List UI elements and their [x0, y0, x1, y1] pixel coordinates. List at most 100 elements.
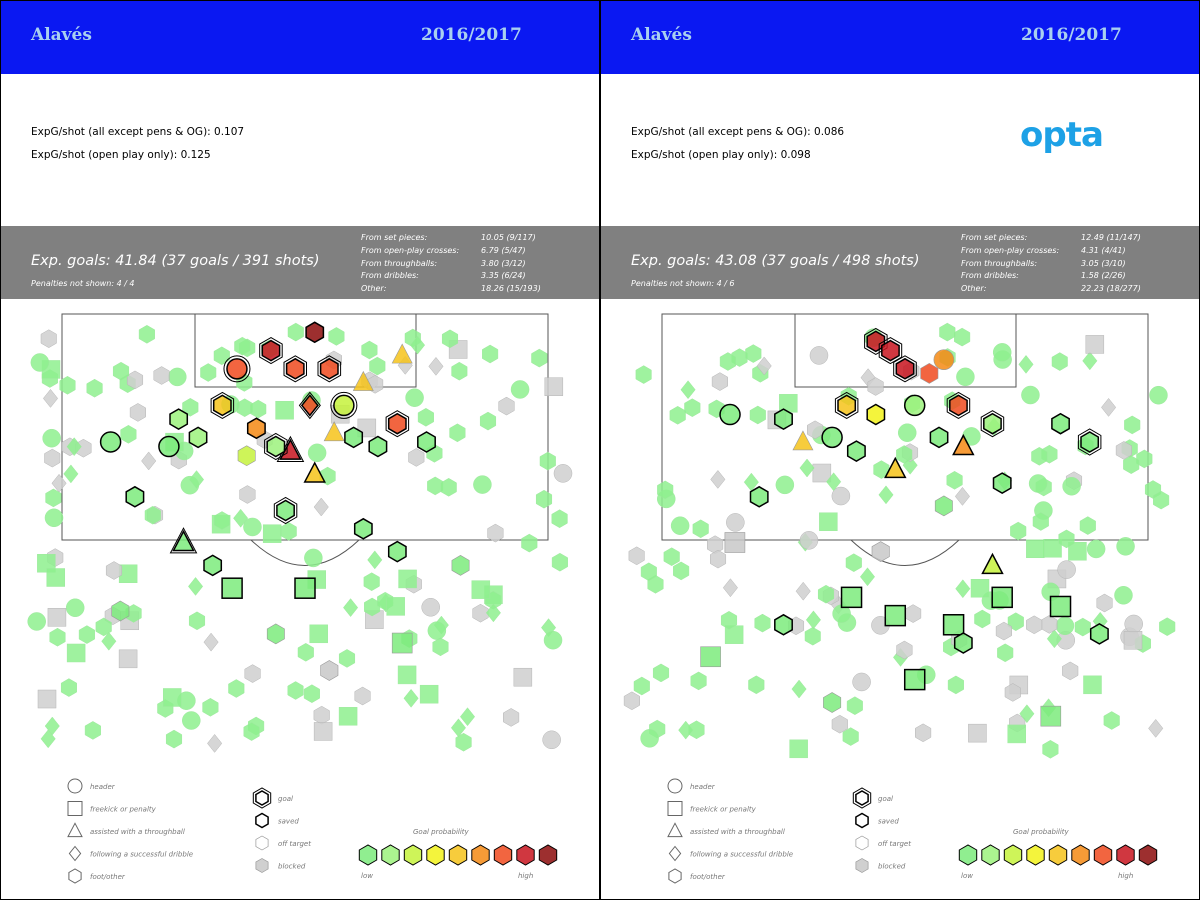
off-target-shot-marker [361, 340, 378, 360]
off-target-shot-marker [1124, 415, 1141, 435]
goal-outer-ring [1077, 428, 1102, 456]
breakdown-value: 3.35 (6/24) [481, 271, 526, 280]
legend-outcome-icon [855, 812, 869, 829]
off-target-shot-marker [720, 611, 738, 630]
off-target-shot-marker [1021, 385, 1040, 405]
off-target-shot-marker [669, 406, 686, 425]
breakdown-label: From dribbles: [961, 271, 1019, 280]
shot-marker [823, 692, 842, 713]
shot-marker [953, 632, 973, 654]
off-target-shot-marker [460, 707, 476, 727]
off-target-shot-marker [503, 708, 520, 727]
goal-outer-ring [946, 391, 971, 419]
off-target-shot-marker [722, 578, 738, 598]
off-target-shot-marker [44, 448, 61, 468]
goal-outer-ring [223, 355, 251, 383]
expg-all-stat: ExpG/shot (all except pens & OG): 0.107 [31, 126, 245, 138]
probability-scale-hex [403, 844, 423, 866]
off-target-shot-marker [1028, 474, 1048, 493]
shot-marker [276, 499, 295, 522]
shot-marker [344, 426, 364, 449]
shot-marker [387, 412, 407, 435]
off-target-shot-marker [338, 707, 358, 726]
team-name: Alavés [631, 25, 692, 45]
goal-outer-ring [385, 410, 410, 438]
six-yard-box [794, 313, 1017, 388]
off-target-shot-marker [1062, 476, 1081, 496]
off-target-shot-marker [663, 547, 680, 566]
off-target-shot-marker [1123, 455, 1140, 474]
goal-outer-ring [298, 391, 321, 420]
penalty-arc [850, 539, 960, 566]
off-target-shot-marker [915, 723, 932, 743]
legend-shape-label: following a successful dribble [90, 851, 193, 859]
shot-marker [821, 426, 843, 449]
off-target-shot-marker [1124, 614, 1143, 634]
off-target-shot-marker [42, 389, 59, 408]
off-target-shot-marker [449, 423, 466, 443]
off-target-shot-marker [690, 671, 707, 691]
legend-outcome-label: off target [278, 840, 311, 848]
off-target-shot-marker [819, 512, 838, 531]
legend-shape-label: freekick or penalty [690, 806, 757, 814]
breakdown-label: From dribbles: [361, 271, 419, 280]
shot-marker [111, 600, 130, 622]
off-target-shot-marker [236, 398, 253, 417]
probability-scale-hex [516, 844, 535, 866]
off-target-shot-marker [37, 689, 57, 709]
legend-outcome-icon [255, 812, 269, 829]
breakdown-value: 3.80 (3/12) [481, 259, 526, 268]
off-target-shot-marker [544, 377, 564, 396]
legend: header freekick or penalty assisted with a… [667, 778, 1158, 884]
off-target-shot-marker [1114, 586, 1133, 605]
shot-marker [300, 394, 319, 417]
off-target-shot-marker [652, 663, 670, 683]
off-target-shot-marker [200, 363, 217, 382]
off-target-shot-marker [748, 675, 765, 695]
legend-shape-label: assisted with a throughball [90, 828, 185, 836]
off-target-shot-marker [369, 356, 386, 376]
legend-goal-ring [252, 787, 272, 809]
shot-marker [933, 349, 955, 371]
breakdown-label: From set pieces: [961, 233, 1028, 242]
panel-header: Alavés 2016/2017 [601, 1, 1199, 74]
legend-shape-label: foot/other [90, 873, 126, 881]
off-target-shot-marker [795, 581, 811, 601]
shot-marker [942, 614, 965, 636]
off-target-shot-marker [1159, 617, 1176, 636]
goal-outer-ring [169, 527, 198, 554]
breakdown-label: From throughballs: [961, 259, 1038, 268]
goal-outer-ring [259, 337, 283, 365]
shot-marker [319, 357, 339, 380]
off-target-shot-marker [831, 486, 851, 506]
off-target-shot-marker [118, 649, 138, 669]
shot-marker [895, 357, 915, 380]
off-target-shot-marker [673, 561, 690, 581]
shot-marker [368, 435, 388, 458]
goal-outer-ring [893, 355, 917, 383]
breakdown-value: 6.79 (5/47) [481, 246, 526, 255]
shot-marker [929, 426, 949, 449]
off-target-shot-marker [628, 546, 645, 566]
off-target-shot-marker [275, 400, 294, 420]
off-target-shot-marker [44, 508, 64, 528]
off-target-shot-marker [479, 411, 497, 431]
off-target-shot-marker [633, 676, 650, 696]
off-target-shot-marker [287, 322, 304, 342]
off-target-shot-marker [129, 403, 146, 422]
shot-marker [981, 552, 1004, 575]
shot-marker [1049, 595, 1072, 618]
breakdown-label: Other: [361, 284, 387, 293]
off-target-shot-marker [451, 361, 468, 381]
off-target-shot-marker [954, 327, 971, 347]
legend-shape-label: following a successful dribble [690, 851, 793, 859]
off-target-shot-marker [543, 630, 563, 650]
off-target-shot-marker [86, 378, 103, 398]
legend-outcome-label: blocked [878, 863, 906, 871]
legend-outcome-icon [855, 790, 869, 806]
off-target-shot-marker [1007, 724, 1026, 744]
off-target-shot-marker [521, 533, 538, 553]
shot-marker [724, 532, 746, 553]
off-target-shot-marker [804, 626, 821, 646]
off-target-shot-marker [1115, 441, 1132, 460]
